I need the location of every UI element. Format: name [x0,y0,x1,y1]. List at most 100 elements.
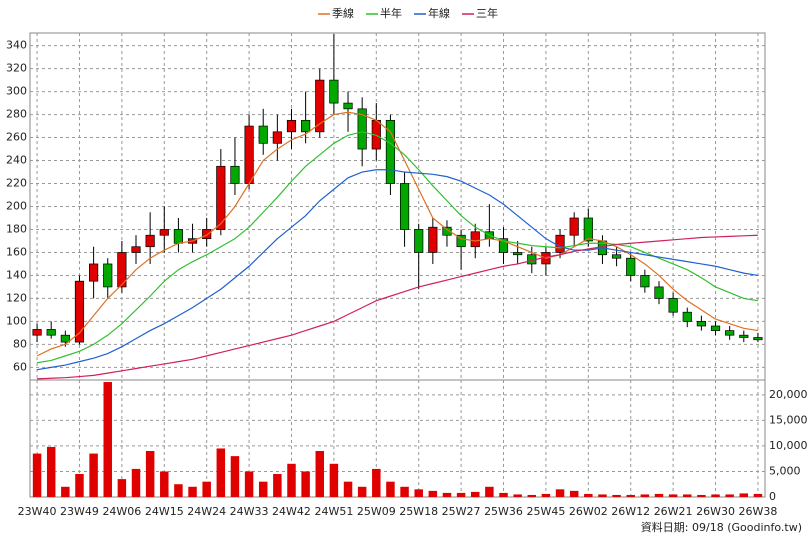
candle-body [555,234,565,253]
x-tick-label: 26W38 [738,505,777,518]
candle-body [32,329,42,336]
candle-body [343,102,353,110]
legend-label: 三年 [476,6,498,20]
candle-body [626,257,636,276]
candle-body [286,119,297,133]
volume-bar [753,493,763,497]
candle-body [513,252,523,256]
candle-body [583,217,593,242]
volume-bar [697,494,706,497]
y-tick-label: 80 [13,337,27,350]
candle-body [456,234,466,248]
volume-bar [555,489,565,497]
y-tick-label: 300 [6,85,27,98]
candle-body [60,334,70,343]
x-tick-label: 25W27 [442,505,481,518]
candle-body [89,263,99,282]
candle-body [329,79,339,104]
volume-bar [598,494,607,497]
volume-bar [75,474,84,497]
volume-bar [202,481,211,497]
candle-body [159,229,169,236]
volume-bar [414,489,423,497]
volume-bar [442,492,452,497]
y2-tick-label: 10,000 [769,439,808,452]
x-tick-label: 26W02 [569,505,608,518]
candle-body [470,231,480,248]
x-tick-label: 24W15 [145,505,184,518]
volume-bar [117,479,127,497]
y2-tick-label: 0 [769,490,776,503]
candle-body [654,286,664,299]
candle-body [640,275,650,288]
x-tick-label: 25W18 [399,505,438,518]
candle-body [385,119,396,184]
volume-bar [287,463,296,497]
volume-bar [89,453,98,497]
volume-bar [32,453,42,497]
candle-body [117,252,127,288]
candle-body [611,254,622,259]
volume-bar [216,448,226,497]
candle-body [202,229,212,240]
y-tick-label: 220 [6,177,27,190]
ma-line [36,111,759,357]
candle-body [682,311,692,322]
candle-body [739,334,749,338]
x-tick-label: 24W06 [102,505,141,518]
candle-body [414,229,424,253]
volume-bar [499,492,508,497]
candle-body [710,325,721,331]
x-tick-label: 24W24 [187,505,226,518]
candle-body [753,337,763,341]
y2-tick-label: 20,000 [769,388,808,401]
volume-bar [725,494,734,497]
volume-bar [612,494,621,497]
volume-bar [343,481,353,497]
volume-bar [683,494,692,497]
volume-bar [357,486,367,497]
y-tick-label: 100 [6,314,27,327]
x-tick-label: 25W45 [526,505,565,518]
candle-body [668,298,678,313]
ma-line [37,234,758,380]
x-tick-label: 23W40 [18,505,57,518]
volume-bar [273,474,282,497]
volume-bar [711,494,720,497]
legend-label: 半年 [380,6,402,20]
x-tick-label: 26W12 [611,505,650,518]
candle-body [442,226,452,236]
volume-bar [145,451,155,497]
legend-label: 季線 [332,6,354,20]
volume-bar [569,490,579,497]
candle-body [301,119,311,133]
volume-bar [46,446,56,497]
candle-body [244,125,254,184]
volume-bar [174,484,183,497]
candle-body [428,226,438,253]
candle-body [498,238,509,253]
y-tick-label: 120 [6,291,27,304]
candle-body [216,165,226,230]
candle-body [131,246,141,253]
candle-body [46,329,56,336]
candle-body [399,183,410,230]
volume-bar [61,486,70,497]
volume-bar [739,493,749,497]
candle-body [696,321,706,327]
x-tick-label: 24W51 [314,505,353,518]
volume-bar [230,456,240,497]
x-tick-label: 25W36 [484,505,523,518]
volume-bar [103,382,112,497]
candle-body [725,330,735,336]
candle-body [103,263,113,288]
footer: 資料日期: 09/18 (Goodinfo.tw) [641,520,802,534]
volume-bar [329,463,339,497]
ma-line [36,131,759,364]
y-tick-label: 340 [6,39,27,52]
y-tick-label: 200 [6,200,27,213]
volume-bar [428,490,438,497]
volume-bar [160,471,169,497]
volume-bar [188,486,197,497]
